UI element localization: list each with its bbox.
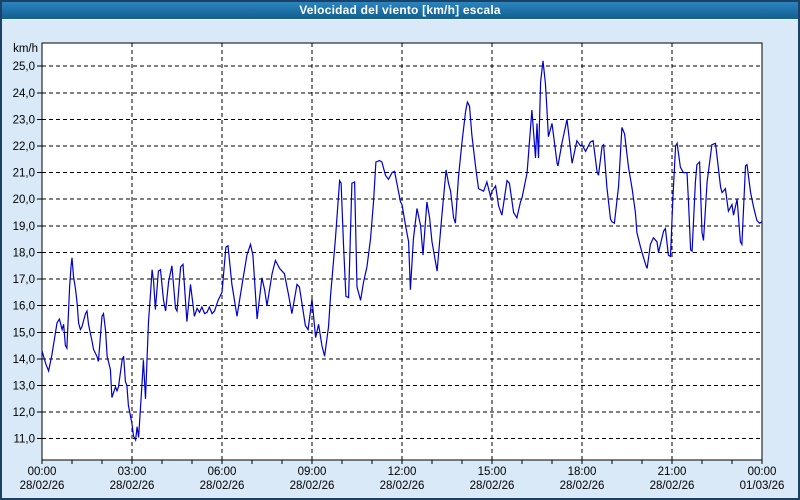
x-tick-time-label: 00:00 <box>748 466 777 478</box>
y-tick-label: 24,0 <box>13 88 35 100</box>
y-tick-label: 17,0 <box>13 274 35 286</box>
x-tick-time-label: 12:00 <box>388 466 417 478</box>
y-tick-label: 25,0 <box>13 61 35 73</box>
plot-area <box>42 43 762 460</box>
y-axis-unit-label: km/h <box>13 43 38 55</box>
plot-frame <box>41 42 763 461</box>
y-tick-label: 19,0 <box>13 221 35 233</box>
y-tick-label: 16,0 <box>13 301 35 313</box>
x-tick-date-label: 28/02/26 <box>380 480 425 492</box>
y-tick-label: 21,0 <box>13 168 35 180</box>
x-tick-date-label: 28/02/26 <box>200 480 245 492</box>
y-tick-label: 23,0 <box>13 114 35 126</box>
x-tick-date-label: 28/02/26 <box>20 480 65 492</box>
wind-speed-line <box>41 60 763 443</box>
y-tick-label: 13,0 <box>13 381 35 393</box>
x-tick-date-label: 28/02/26 <box>560 480 605 492</box>
y-tick-label: 20,0 <box>13 194 35 206</box>
x-tick-time-label: 06:00 <box>208 466 237 478</box>
window-title: Velocidad del viento [km/h] escala <box>299 3 501 17</box>
x-tick-time-label: 09:00 <box>298 466 327 478</box>
x-tick-date-label: 28/02/26 <box>290 480 335 492</box>
x-tick-date-label: 01/03/26 <box>740 480 785 492</box>
y-tick-label: 14,0 <box>13 354 35 366</box>
x-tick-time-label: 15:00 <box>478 466 507 478</box>
y-tick-label: 15,0 <box>13 327 35 339</box>
x-tick-date-label: 28/02/26 <box>110 480 155 492</box>
y-tick-label: 18,0 <box>13 247 35 259</box>
y-tick-label: 11,0 <box>13 434 35 446</box>
x-tick-time-label: 03:00 <box>118 466 147 478</box>
title-bar: Velocidad del viento [km/h] escala <box>2 2 798 20</box>
x-tick-time-label: 18:00 <box>568 466 597 478</box>
y-tick-label: 22,0 <box>13 141 35 153</box>
x-tick-time-label: 21:00 <box>658 466 687 478</box>
x-tick-date-label: 28/02/26 <box>650 480 695 492</box>
x-tick-time-label: 00:00 <box>28 466 57 478</box>
y-tick-label: 12,0 <box>13 407 35 419</box>
x-tick-date-label: 28/02/26 <box>470 480 515 492</box>
